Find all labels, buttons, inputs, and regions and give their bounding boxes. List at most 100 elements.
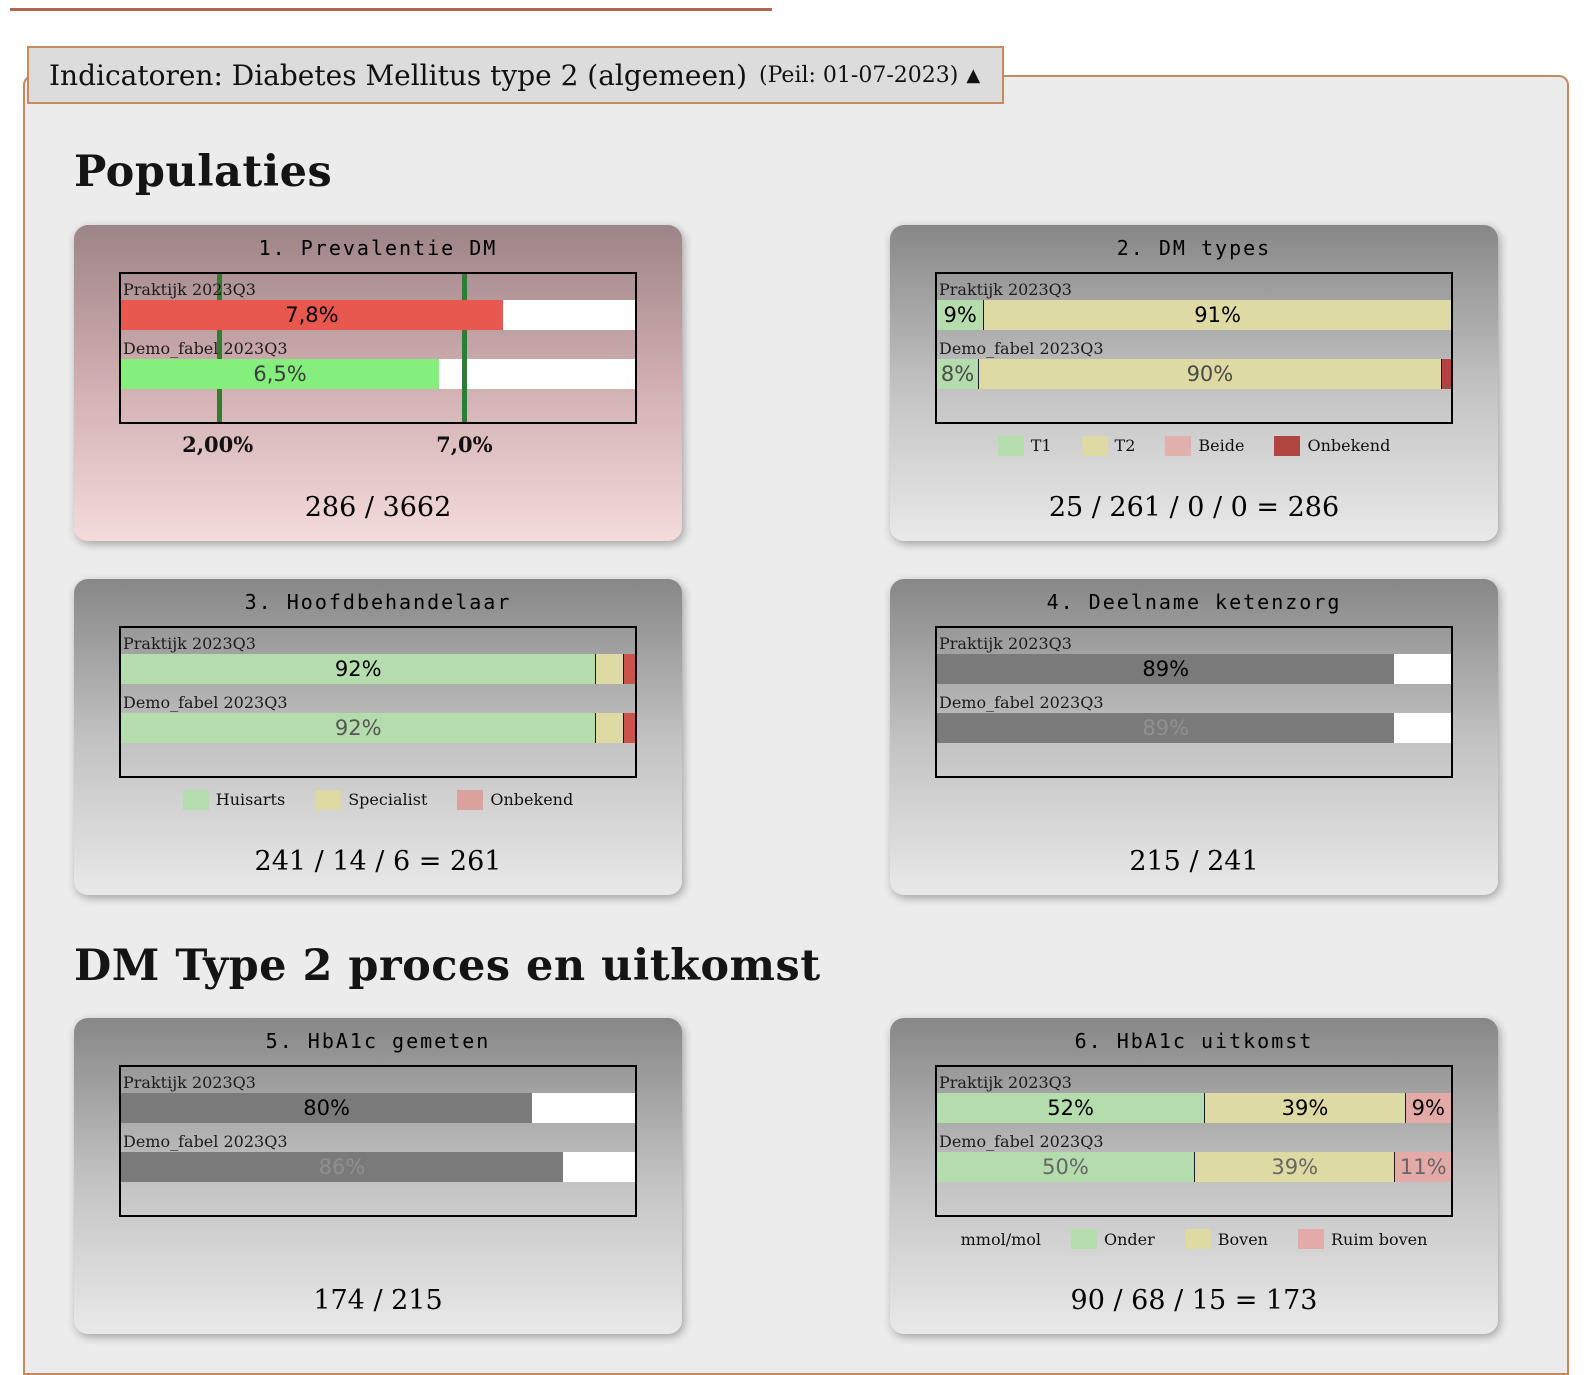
- bar-value-label: 11%: [1399, 1155, 1447, 1180]
- section-heading: Populaties: [74, 147, 333, 197]
- legend: T1 T2 Beide Onbekend: [890, 435, 1498, 456]
- section-heading: DM Type 2 proces en uitkomst: [74, 940, 821, 991]
- legend-label: Boven: [1217, 1229, 1268, 1249]
- section-dm-type2-proces: DM Type 2 proces en uitkomst 5. HbA1c ge…: [74, 941, 1567, 1335]
- bar-track: 9% 91%: [937, 299, 1451, 330]
- collapse-arrow-icon[interactable]: ▲: [966, 64, 981, 86]
- legend: mmol/mol Onder Boven Ruim boven: [890, 1229, 1498, 1250]
- legend-label: T2: [1114, 436, 1136, 456]
- chart-area: Praktijk 2023Q3 92% Demo_fabel 2023Q3 92%: [119, 625, 637, 778]
- bar-value-label: 52%: [1047, 1096, 1094, 1121]
- indicator-card: 2. DM types Praktijk 2023Q3 9% 91% Demo_fabe…: [890, 224, 1498, 541]
- bar-track: 92%: [121, 653, 635, 684]
- bar-segment: 86%: [121, 1152, 564, 1183]
- legend-swatch: [1071, 1229, 1097, 1250]
- legend-label: Ruim boven: [1330, 1229, 1428, 1249]
- legend-swatch: [1297, 1229, 1324, 1250]
- bar-segment: 9%: [937, 299, 984, 330]
- axis-tick-label: 2,00%: [182, 431, 254, 457]
- card-title: 5. HbA1c gemeten: [265, 1029, 491, 1054]
- bar-segment: 8%: [937, 358, 979, 389]
- legend-item: Onder: [1071, 1229, 1155, 1250]
- top-divider: [10, 8, 772, 11]
- bar-value-label: 89%: [1142, 656, 1190, 681]
- legend-unit-label: mmol/mol: [960, 1229, 1041, 1249]
- card-title: 3. Hoofdbehandelaar: [244, 589, 512, 614]
- bar-row-label: Demo_fabel 2023Q3: [939, 338, 1104, 358]
- bar-track: 89%: [937, 653, 1451, 684]
- panel-header[interactable]: Indicatoren: Diabetes Mellitus type 2 (a…: [27, 46, 1005, 104]
- bar-segment: 39%: [1194, 1152, 1395, 1183]
- legend-label: Huisarts: [215, 790, 286, 810]
- section-populaties: Populaties 1. Prevalentie DM Praktijk 202…: [74, 147, 1567, 895]
- legend-swatch: [457, 789, 484, 810]
- chart-plot: Praktijk 2023Q3 92% Demo_fabel 2023Q3 92%: [119, 625, 637, 778]
- panel-peil-date: (Peil: 01-07-2023): [759, 62, 959, 88]
- legend-label: Onbekend: [490, 790, 574, 810]
- count-summary: 174 / 215: [313, 1285, 443, 1317]
- bar-segment: 39%: [1204, 1093, 1405, 1124]
- bar-value-label: 8%: [940, 361, 975, 386]
- bar-value-label: 6,5%: [253, 361, 307, 386]
- card-title: 4. Deelname ketenzorg: [1046, 589, 1342, 614]
- indicator-card: 5. HbA1c gemeten Praktijk 2023Q3 80% Demo_f…: [74, 1018, 682, 1335]
- chart-area: Praktijk 2023Q3 80% Demo_fabel 2023Q3 86%: [119, 1065, 637, 1218]
- legend-label: Beide: [1198, 436, 1245, 456]
- legend-item: Boven: [1184, 1229, 1268, 1250]
- legend-swatch: [182, 789, 209, 810]
- bar-segment: [1440, 358, 1451, 389]
- bar-segment: 9%: [1404, 1093, 1451, 1124]
- bar-value-label: 7,8%: [285, 302, 339, 327]
- bar-segment: 80%: [121, 1093, 533, 1124]
- legend-swatch: [315, 789, 342, 810]
- legend-item: Huisarts: [182, 789, 286, 810]
- bar-segment: 91%: [983, 299, 1451, 330]
- chart-plot: Praktijk 2023Q3 52% 39% 9% Demo_fabel 2023Q3…: [935, 1065, 1453, 1218]
- legend-item: Onbekend: [457, 789, 574, 810]
- bar-segment: 7,8%: [121, 299, 503, 330]
- legend-swatch: [1274, 435, 1301, 456]
- legend-swatch: [1184, 1229, 1211, 1250]
- legend-item: Ruim boven: [1297, 1229, 1428, 1250]
- legend-item: T2: [1081, 435, 1136, 456]
- bar-segment: [595, 653, 624, 684]
- count-summary: 215 / 241: [1129, 845, 1259, 877]
- bar-row-label: Praktijk 2023Q3: [123, 279, 256, 299]
- legend-label: T1: [1030, 436, 1052, 456]
- bar-segment: 90%: [978, 358, 1441, 389]
- bar-value-label: 86%: [318, 1155, 366, 1180]
- bar-value-label: 91%: [1194, 302, 1241, 327]
- bar-segment: 52%: [937, 1093, 1205, 1124]
- count-summary: 25 / 261 / 0 / 0 = 286: [1048, 491, 1340, 523]
- bar-value-label: 39%: [1271, 1155, 1319, 1180]
- bar-value-label: 39%: [1281, 1096, 1329, 1121]
- bar-row-label: Praktijk 2023Q3: [939, 279, 1072, 299]
- bar-value-label: 92%: [334, 656, 382, 681]
- legend-swatch: [1165, 435, 1192, 456]
- bar-track: 86%: [121, 1152, 635, 1183]
- bar-track: 89%: [937, 712, 1451, 743]
- card-title: 6. HbA1c uitkomst: [1074, 1029, 1314, 1054]
- axis-labels: 2,00% 7,0%: [119, 424, 637, 462]
- bar-track: 92%: [121, 712, 635, 743]
- bar-segment: 50%: [937, 1152, 1194, 1183]
- legend-label: Specialist: [348, 790, 428, 810]
- legend-item: T1: [997, 435, 1052, 456]
- bar-segment: 92%: [121, 653, 596, 684]
- bar-segment: 92%: [121, 712, 596, 743]
- legend-swatch: [1081, 435, 1108, 456]
- cards-grid: 1. Prevalentie DM Praktijk 2023Q3 7,8% Demo…: [74, 224, 1567, 895]
- legend-label: Onder: [1104, 1229, 1155, 1249]
- bar-track: 50% 39% 11%: [937, 1152, 1451, 1183]
- count-summary: 241 / 14 / 6 = 261: [254, 845, 502, 877]
- bar-row-label: Demo_fabel 2023Q3: [939, 1132, 1104, 1152]
- indicators-panel: Populaties 1. Prevalentie DM Praktijk 202…: [23, 75, 1569, 1375]
- bar-value-label: 9%: [1411, 1096, 1445, 1121]
- axis-tick-label: 7,0%: [436, 431, 493, 457]
- card-title: 1. Prevalentie DM: [258, 235, 498, 260]
- bar-row-label: Demo_fabel 2023Q3: [939, 692, 1104, 712]
- bar-track: 7,8%: [121, 299, 635, 330]
- bar-segment: 89%: [937, 653, 1395, 684]
- indicator-card: 6. HbA1c uitkomst Praktijk 2023Q3 52% 39% 9%…: [890, 1018, 1498, 1335]
- legend-item: Onbekend: [1274, 435, 1390, 456]
